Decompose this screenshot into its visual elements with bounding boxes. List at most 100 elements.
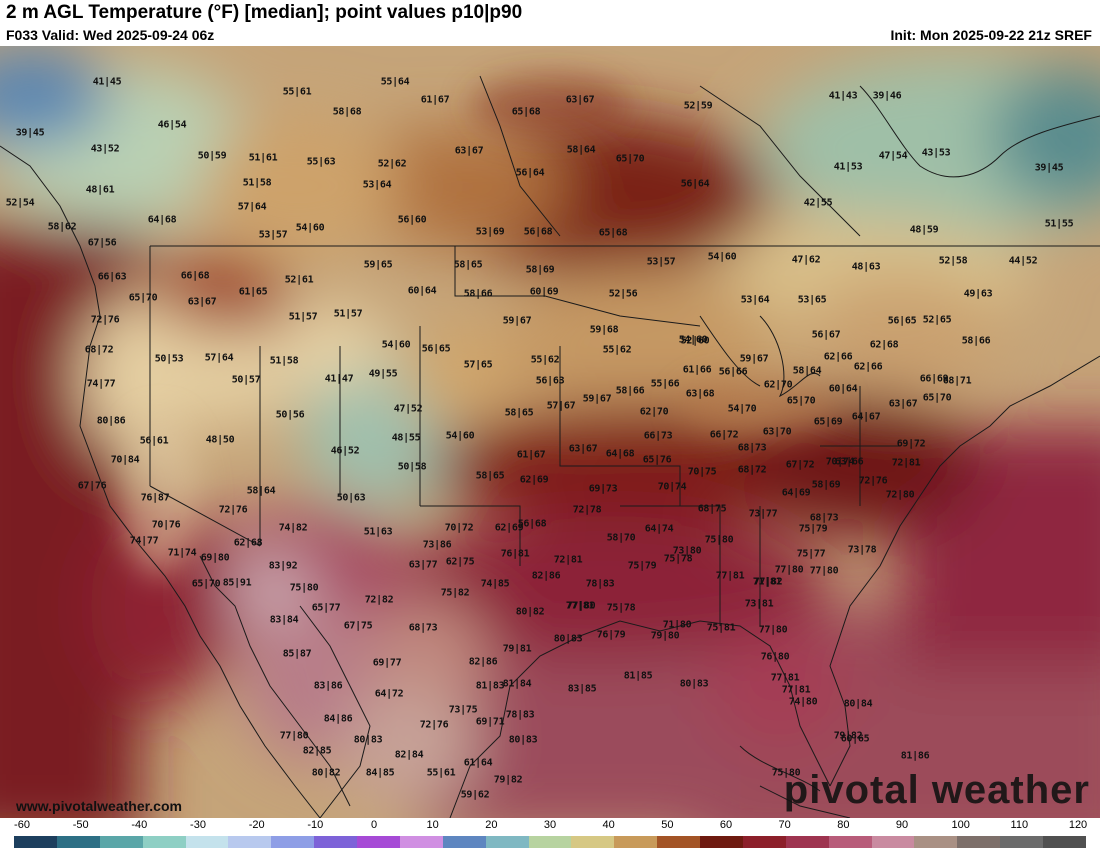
point-value-label: 81|85 — [623, 670, 653, 682]
point-value-label: 56|60 — [397, 214, 427, 226]
point-value-label: 58|69 — [811, 479, 841, 491]
legend-swatch — [442, 836, 486, 848]
point-value-label: 39|45 — [15, 127, 45, 139]
point-value-label: 55|64 — [380, 76, 410, 88]
point-value-label: 69|71 — [475, 716, 505, 728]
point-value-label: 72|78 — [572, 504, 602, 516]
legend-swatch — [742, 836, 786, 848]
point-value-label: 53|57 — [646, 256, 676, 268]
point-value-label: 47|52 — [393, 403, 423, 415]
point-value-label: 52|59 — [683, 100, 713, 112]
point-value-label: 77|81 — [781, 684, 811, 696]
point-value-label: 47|54 — [878, 150, 908, 162]
legend-swatch — [914, 836, 958, 848]
point-value-label: 74|85 — [480, 578, 510, 590]
point-value-label: 51|57 — [333, 308, 363, 320]
point-value-label: 54|60 — [445, 430, 475, 442]
point-value-label: 68|73 — [737, 442, 767, 454]
point-value-label: 77|81 — [770, 672, 800, 684]
point-value-label: 57|64 — [204, 352, 234, 364]
point-value-label: 74|77 — [86, 378, 116, 390]
point-value-label: 63|67 — [565, 94, 595, 106]
point-value-label: 82|84 — [394, 749, 424, 761]
legend-tick-label: 60 — [719, 819, 733, 831]
point-value-label: 51|63 — [363, 526, 393, 538]
point-value-label: 68|71 — [942, 375, 972, 387]
legend-tick-label: 70 — [778, 819, 791, 831]
legend-swatch — [957, 836, 1001, 848]
point-value-label: 43|52 — [90, 143, 120, 155]
legend-swatch — [271, 836, 315, 848]
point-value-label: 70|75 — [687, 466, 717, 478]
point-value-label: 59|62 — [460, 789, 490, 801]
point-value-label: 73|81 — [744, 598, 774, 610]
point-value-label: 67|56 — [87, 237, 117, 249]
point-value-label: 73|80 — [672, 545, 702, 557]
point-value-label: 82|85 — [302, 745, 332, 757]
point-value-label: 68|73 — [809, 512, 839, 524]
point-value-label: 49|63 — [963, 288, 993, 300]
legend-swatch — [700, 836, 743, 848]
legend-tick-label: -60 — [14, 819, 30, 831]
point-value-label: 74|82 — [278, 522, 308, 534]
point-value-label: 58|64 — [566, 144, 596, 156]
point-value-label: 42|55 — [803, 197, 833, 209]
point-value-label: 53|64 — [362, 179, 392, 191]
point-value-label: 75|81 — [706, 622, 736, 634]
point-value-label: 52|56 — [608, 288, 638, 300]
point-value-label: 70|74 — [825, 456, 855, 468]
point-value-label: 60|64 — [407, 285, 437, 297]
point-value-label: 83|84 — [269, 614, 299, 626]
point-value-label: 58|66 — [615, 385, 645, 397]
point-value-label: 53|69 — [475, 226, 505, 238]
point-value-label: 76|81 — [500, 548, 530, 560]
point-value-label: 62|66 — [853, 361, 883, 373]
point-value-label: 52|54 — [5, 197, 35, 209]
point-value-label: 72|76 — [419, 719, 449, 731]
point-value-label: 55|61 — [426, 767, 456, 779]
point-value-label: 79|80 — [650, 630, 680, 642]
point-value-label: 70|84 — [110, 454, 140, 466]
point-value-label: 81|86 — [900, 750, 930, 762]
legend-tick-label: 110 — [1010, 819, 1029, 831]
legend-tick-label: -40 — [131, 819, 148, 831]
temperature-map: 41|45 39|45 43|52 46|54 48|61 52|54 58|62 67|56… — [0, 46, 1100, 818]
point-value-label: 79|81 — [502, 643, 532, 655]
point-value-label: 84|85 — [365, 767, 395, 779]
point-value-label: 61|64 — [463, 757, 493, 769]
legend-tick-label: 100 — [951, 819, 970, 831]
point-value-label: 58|68 — [332, 106, 362, 118]
point-value-label: 62|69 — [519, 474, 549, 486]
legend-tick-label: 0 — [370, 819, 378, 831]
point-value-label: 72|81 — [891, 457, 921, 469]
point-value-label: 50|58 — [397, 461, 427, 473]
point-value-label: 64|67 — [851, 411, 881, 423]
point-value-label: 50|56 — [275, 409, 305, 421]
point-value-label: 85|91 — [222, 577, 252, 589]
legend-tick-label: 30 — [543, 819, 557, 831]
point-value-label: 56|63 — [535, 375, 565, 387]
point-value-label: 70|74 — [657, 481, 687, 493]
point-value-label: 79|82 — [493, 774, 523, 786]
point-value-label: 50|53 — [154, 353, 184, 365]
point-value-label: 58|66 — [463, 288, 493, 300]
point-value-label: 53|65 — [797, 294, 827, 306]
point-value-label: 64|68 — [147, 214, 177, 226]
point-value-label: 73|75 — [448, 704, 478, 716]
point-value-label: 72|82 — [364, 594, 394, 606]
point-value-label: 75|79 — [627, 560, 657, 572]
legend-tick-label: 40 — [602, 819, 615, 831]
point-value-label: 56|67 — [811, 329, 841, 341]
point-value-label: 80|82 — [515, 606, 545, 618]
point-value-label: 62|66 — [823, 351, 853, 363]
legend-swatch — [99, 836, 143, 848]
legend-swatch — [571, 836, 615, 848]
point-value-label: 65|70 — [922, 392, 952, 404]
point-value-label: 57|64 — [237, 201, 267, 213]
point-value-label: 50|63 — [336, 492, 366, 504]
point-value-label: 39|45 — [1034, 162, 1064, 174]
point-value-label: 48|63 — [851, 261, 881, 273]
point-value-label: 48|61 — [85, 184, 115, 196]
point-value-label: 65|68 — [598, 227, 628, 239]
point-value-label: 55|61 — [282, 86, 312, 98]
